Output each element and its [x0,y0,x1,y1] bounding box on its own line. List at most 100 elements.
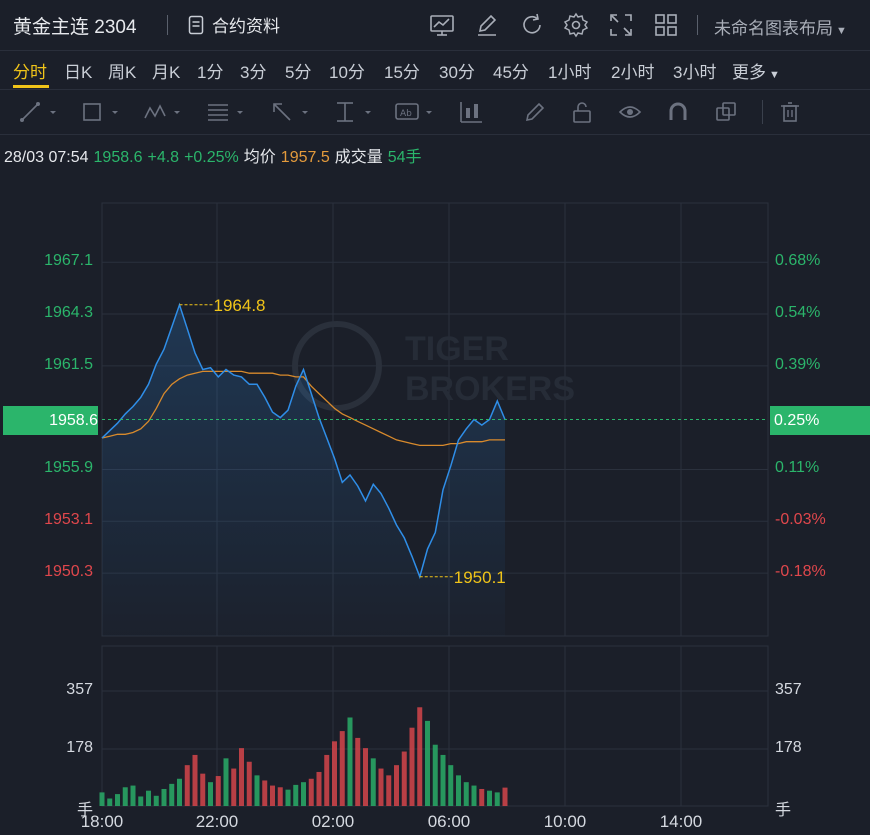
period-tab-7[interactable]: 10分 [329,63,365,82]
volume-tick-right-0: 357 [775,681,802,698]
time-tick-4: 10:00 [543,812,587,831]
grid-icon[interactable] [651,10,681,40]
contract-info-button[interactable]: 合约资料 [188,12,280,37]
volume-bar-28 [316,771,322,806]
time-tick-3: 06:00 [427,812,471,831]
volume-bar-31 [339,731,345,806]
volume-bar-7 [153,795,159,806]
period-tab-9[interactable]: 30分 [439,63,475,82]
current-price-badge-left: 1958.6 [3,405,98,435]
pencil-icon[interactable] [523,100,547,124]
price-tick-1: 1964.3 [44,304,93,322]
settings-icon[interactable] [561,10,591,40]
quote-price: 1958.6 [93,149,143,166]
period-tab-8[interactable]: 15分 [384,63,420,82]
period-tabs: 分时 日K 周K 月K 1分 3分 5分 10分 15分 30分 45分 1小时 2小时 3小时 更多 ▼ [0,51,870,90]
divider [697,15,698,35]
volume-bar-11 [184,765,190,806]
volume-tick-right-1: 178 [775,739,802,756]
volume-tick-right-2: 手 [775,802,792,819]
magnet-icon[interactable] [666,100,690,124]
volume-bar-5 [138,796,144,806]
low-marker-label: 1950.1 [454,568,506,587]
volume-bar-19 [246,761,252,806]
volume-bar-0 [99,792,105,806]
active-period-underline [13,85,49,88]
period-tab-14[interactable]: 更多 ▼ [732,63,780,82]
divider [167,15,168,35]
volume-bar-52 [502,787,508,806]
avg-label: 均价 [243,149,276,166]
text-tool-icon[interactable]: Ab [394,100,436,124]
volume-bar-23 [277,787,283,806]
divider [762,100,763,124]
period-tab-11[interactable]: 1小时 [548,63,592,82]
chart-icon[interactable] [427,10,457,40]
period-tab-1[interactable]: 日K [64,63,93,82]
refresh-icon[interactable] [517,10,547,40]
period-tab-0[interactable]: 分时 [13,63,47,82]
pct-tick-5: -0.03% [775,511,826,529]
avg-value: 1957.5 [280,149,330,166]
volume-bar-39 [401,751,407,806]
time-tick-5: 14:00 [659,812,703,831]
volume-bar-49 [479,788,485,806]
fib-tool-icon[interactable] [205,100,247,124]
trash-icon[interactable] [778,100,802,124]
svg-text:Ab: Ab [400,109,412,119]
volume-bar-24 [285,789,291,806]
price-tick-0: 1967.1 [44,252,93,270]
price-tick-4: 1955.9 [44,459,93,477]
period-tab-5[interactable]: 3分 [240,63,267,82]
volume-bar-6 [146,790,151,806]
period-tab-4[interactable]: 1分 [197,63,224,82]
caret-down-icon: ▼ [766,69,780,81]
volume-bar-42 [425,720,430,806]
quote-info-bar: 28/03 07:54 1958.6 +4.8 +0.25% 均价 1957.5 成交量 54… [4,143,427,167]
copy-icon[interactable] [714,100,738,124]
title-bar: 黄金主连 2304 合约资料 未命名图表布局 ▼ [0,0,870,51]
lock-icon[interactable] [570,100,594,124]
volume-bar-51 [494,792,500,806]
volume-bar-16 [223,758,229,806]
price-tick-5: 1953.1 [44,511,93,529]
volume-bar-14 [208,782,213,806]
contract-info-label: 合约资料 [212,17,280,36]
volume-bar-38 [394,765,399,806]
period-tab-13[interactable]: 3小时 [673,63,717,82]
volume-bar-44 [440,754,446,806]
arrow-tool-icon[interactable] [270,100,312,124]
avg-price-line [101,370,505,447]
eye-icon[interactable] [618,100,642,124]
volume-bar-45 [448,765,454,806]
measure-tool-icon[interactable] [333,100,375,124]
quote-change: +4.8 [147,149,180,166]
period-tab-12[interactable]: 2小时 [611,63,655,82]
current-pct-badge-right: 0.25% [770,405,870,435]
period-tab-10[interactable]: 45分 [493,63,529,82]
volume-bar-26 [301,782,306,806]
period-tab-3[interactable]: 月K [152,63,181,82]
volume-bar-8 [161,788,167,806]
layout-dropdown[interactable]: 未命名图表布局 ▼ [714,14,847,39]
period-tab-2[interactable]: 周K [108,63,137,82]
volume-bar-43 [432,744,438,806]
candle-tool-icon[interactable] [458,100,500,124]
volume-bar-25 [293,784,299,806]
volume-bar-17 [231,768,237,806]
edit-icon[interactable] [472,10,502,40]
line-tool-icon[interactable] [18,100,60,124]
period-tab-6[interactable]: 5分 [285,63,312,82]
volume-bar-13 [200,773,206,806]
pct-tick-0: 0.68% [775,252,821,270]
volume-bar-3 [122,787,128,806]
fullscreen-icon[interactable] [606,10,636,40]
rectangle-tool-icon[interactable] [80,100,122,124]
instrument-title[interactable]: 黄金主连 2304 [13,17,137,38]
pattern-tool-icon[interactable] [142,100,184,124]
time-tick-0: 18:00 [80,812,124,831]
watermark-text-line1: TIGER [405,330,509,368]
volume-bar-37 [386,775,392,806]
volume-bar-27 [308,778,314,806]
